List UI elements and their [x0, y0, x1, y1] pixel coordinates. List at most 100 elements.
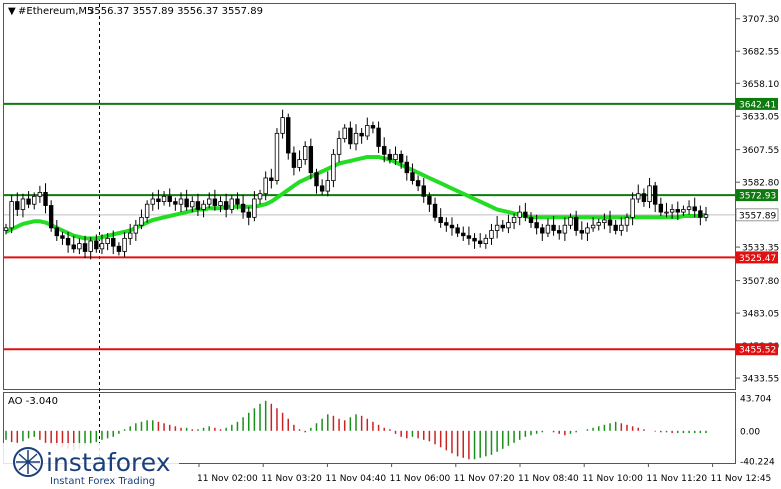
- price-tick-label: 3658.10: [742, 80, 779, 90]
- candle-body: [15, 201, 20, 210]
- candle: [382, 137, 387, 163]
- candle: [415, 175, 421, 192]
- candle: [602, 213, 607, 230]
- candle-body: [235, 198, 240, 205]
- candle: [573, 210, 579, 236]
- candle: [133, 219, 139, 241]
- moving-average-line: [5, 155, 707, 241]
- candle: [348, 121, 353, 150]
- candle-body: [557, 230, 562, 234]
- candle-body: [415, 180, 421, 187]
- ao-tick-label: 43.704: [740, 395, 772, 405]
- candle-body: [664, 211, 669, 214]
- candle: [223, 193, 229, 218]
- candle-body: [658, 203, 664, 213]
- candle: [681, 205, 686, 217]
- main-pane-frame: [3, 3, 736, 390]
- time-tick-label: 11 Nov 08:40: [518, 474, 579, 484]
- candle-body: [99, 243, 105, 250]
- candle-body: [37, 192, 43, 197]
- candle-body: [438, 216, 443, 223]
- time-tick-label: 11 Nov 02:00: [197, 474, 258, 484]
- candle: [449, 217, 455, 236]
- time-tick-label: 11 Nov 07:20: [454, 474, 515, 484]
- candle-body: [173, 201, 178, 205]
- candle-body: [619, 224, 624, 231]
- price-tick-label: 3507.80: [742, 277, 779, 287]
- candle-body: [404, 161, 410, 174]
- candle-body: [703, 214, 709, 218]
- candle-body: [229, 198, 235, 210]
- candle: [517, 205, 522, 226]
- candle: [398, 150, 404, 169]
- candle: [698, 205, 703, 226]
- candle: [105, 233, 110, 251]
- candle-body: [365, 125, 370, 137]
- indicator-pane-frame: [3, 392, 736, 464]
- candle: [9, 195, 14, 234]
- candle-body: [269, 177, 274, 181]
- candle-body: [111, 237, 116, 247]
- candle-body: [65, 237, 71, 246]
- candle: [302, 141, 308, 165]
- symbol-label: #Ethereum,M5: [18, 6, 93, 17]
- candle: [410, 163, 415, 185]
- candle-body: [573, 216, 579, 231]
- price-tick-label: 3433.55: [742, 375, 779, 385]
- candle: [404, 155, 410, 181]
- candle-body: [60, 235, 65, 239]
- candle: [3, 223, 9, 235]
- candle: [280, 109, 285, 139]
- time-tick-label: 11 Nov 10:00: [582, 474, 643, 484]
- candle-body: [410, 172, 415, 181]
- candle-body: [540, 227, 545, 234]
- candle: [500, 219, 505, 232]
- current-price-label: 3557.89: [739, 211, 776, 221]
- candle-body: [669, 209, 675, 213]
- candle: [359, 128, 364, 144]
- candle-body: [421, 185, 426, 197]
- candle: [274, 128, 280, 185]
- candle-body: [376, 127, 381, 147]
- candle-body: [212, 198, 218, 206]
- candle-body: [325, 180, 330, 192]
- candle: [596, 218, 601, 231]
- candle-body: [607, 219, 613, 226]
- candle: [235, 192, 240, 210]
- candle: [48, 200, 54, 232]
- candle-body: [641, 193, 647, 202]
- candle-body: [77, 243, 82, 250]
- current-price-label-bg: [735, 208, 779, 222]
- candle-body: [201, 203, 206, 210]
- candle-body: [195, 201, 201, 210]
- candle-body: [156, 198, 161, 202]
- candle-body: [308, 146, 314, 174]
- candle-body: [398, 153, 404, 163]
- level-label: 3572.93: [739, 192, 776, 202]
- candle: [122, 231, 127, 257]
- candle: [99, 234, 105, 255]
- candle: [20, 193, 26, 218]
- candle: [461, 226, 466, 241]
- candle-body: [105, 237, 110, 245]
- candle: [557, 225, 562, 240]
- candle-body: [489, 230, 494, 239]
- candle: [229, 195, 235, 214]
- dropdown-arrow-icon[interactable]: ▼: [8, 6, 16, 17]
- candle-body: [534, 222, 539, 229]
- time-tick-label: 11 Nov 04:40: [325, 474, 386, 484]
- candle: [466, 226, 472, 245]
- level-label-bg: [736, 251, 778, 264]
- candle: [551, 216, 556, 236]
- candle-body: [20, 198, 26, 210]
- candle-body: [342, 127, 347, 139]
- candle: [54, 219, 60, 241]
- candle-body: [579, 230, 585, 234]
- candle: [540, 223, 545, 241]
- candle-body: [387, 153, 393, 160]
- candle: [150, 192, 155, 211]
- candle-body: [71, 244, 76, 250]
- candle-body: [82, 243, 88, 252]
- candle-body: [692, 206, 697, 212]
